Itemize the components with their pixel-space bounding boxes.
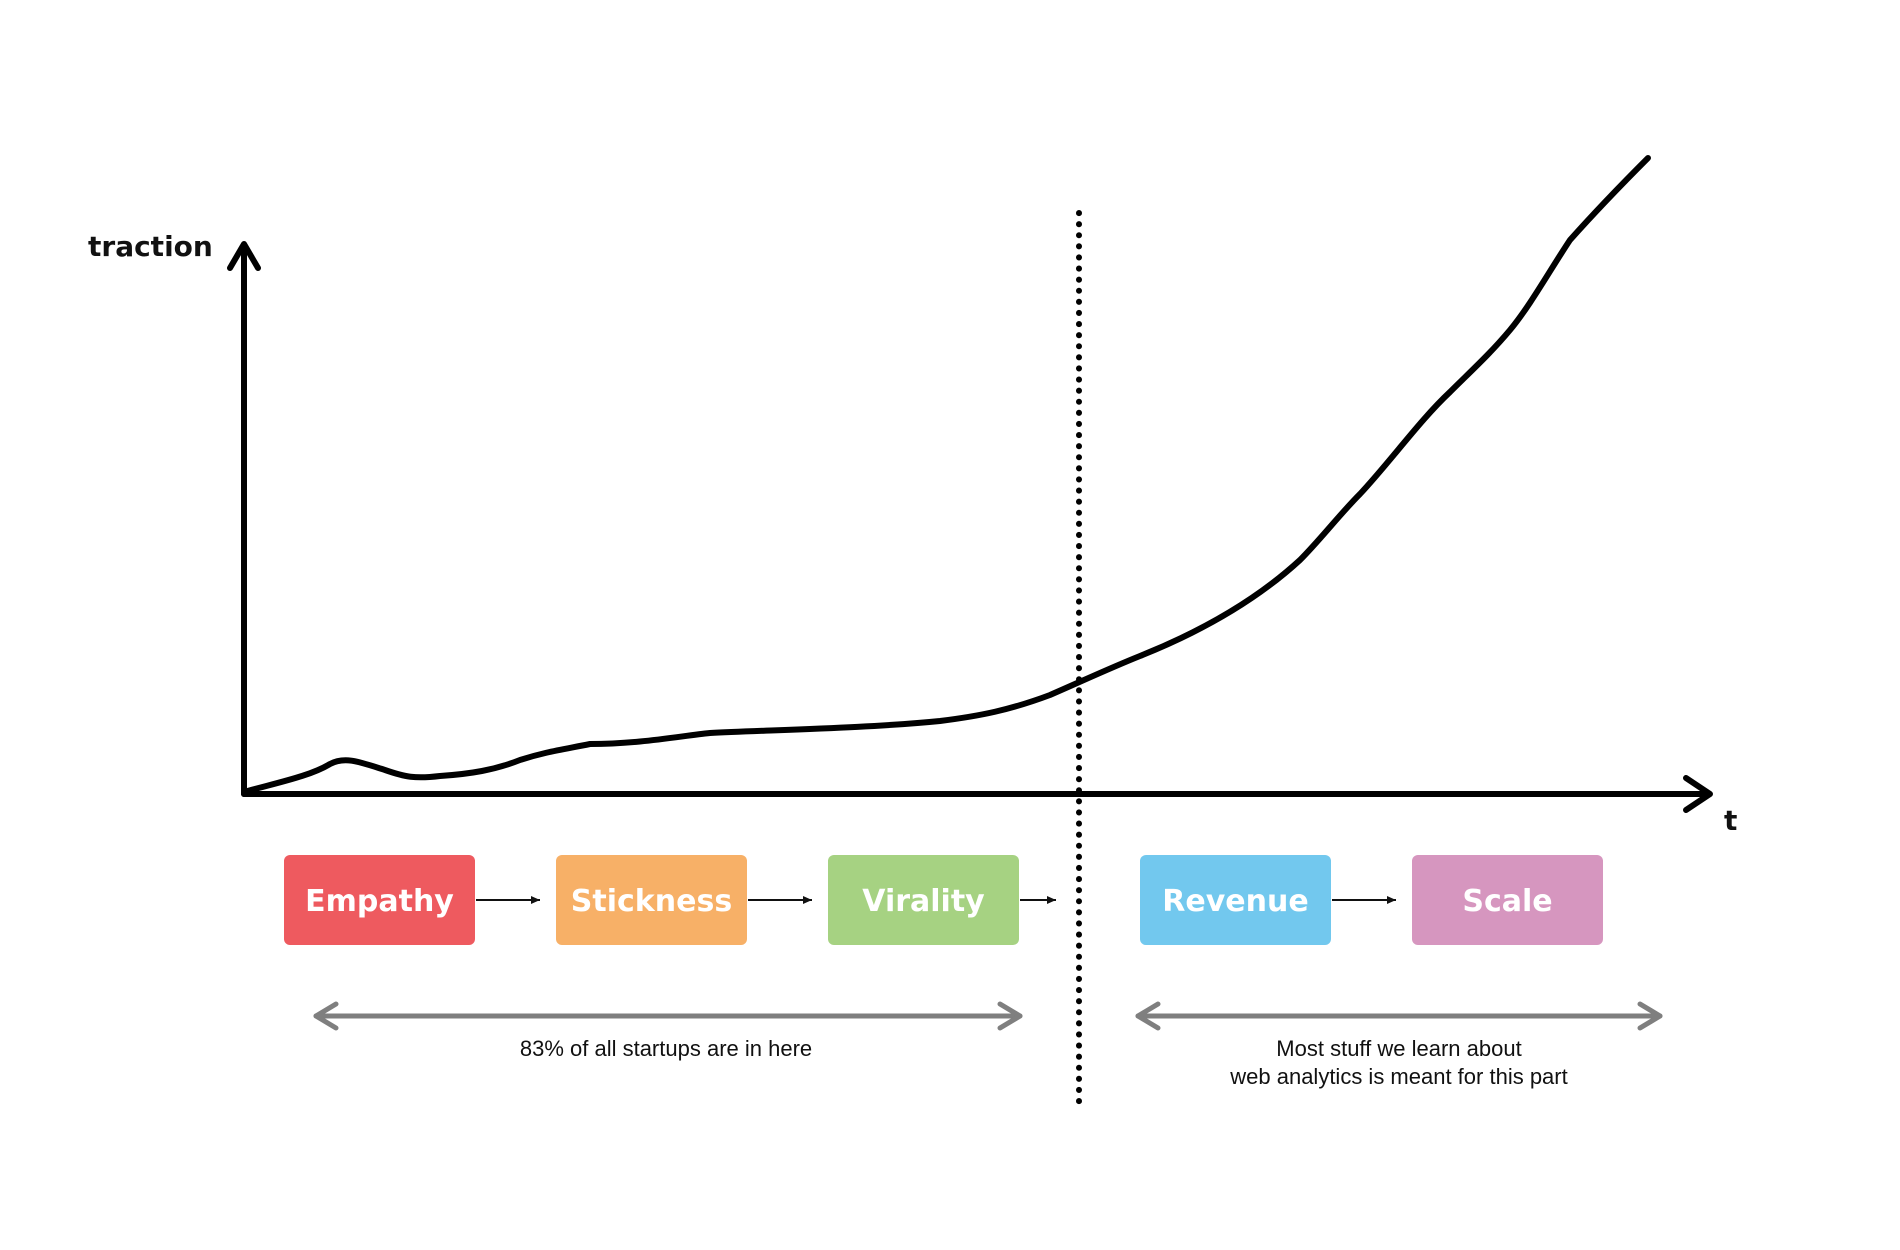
right-range-note-line2: web analytics is meant for this part [1229, 1064, 1567, 1089]
x-axis-label: t [1724, 804, 1737, 837]
left-range-arrow [313, 1001, 1023, 1031]
stage-label-stickness: Stickness [571, 884, 732, 919]
y-axis-label: traction [88, 230, 213, 263]
stage-label-empathy: Empathy [305, 884, 454, 919]
x-axis [241, 775, 1713, 813]
stage-box-scale: Scale [1412, 855, 1603, 945]
traction-curve [241, 155, 1651, 795]
left-range-note: 83% of all startups are in here [520, 1036, 812, 1061]
stage-label-scale: Scale [1462, 884, 1552, 919]
stage-box-revenue: Revenue [1140, 855, 1331, 945]
stage-box-stickness: Stickness [556, 855, 747, 945]
stage-box-virality: Virality [828, 855, 1019, 945]
stage-label-revenue: Revenue [1162, 884, 1308, 919]
stage-label-virality: Virality [862, 884, 985, 919]
stage-box-empathy: Empathy [284, 855, 475, 945]
right-range-note-line1: Most stuff we learn about [1276, 1036, 1521, 1061]
y-axis [227, 241, 261, 797]
right-range-arrow [1135, 1001, 1663, 1031]
